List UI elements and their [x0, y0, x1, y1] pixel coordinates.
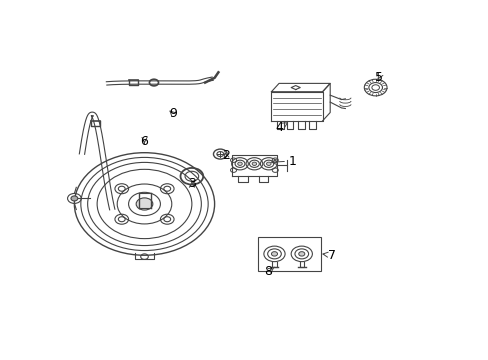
Text: 9: 9 — [169, 107, 177, 120]
Text: 3: 3 — [187, 177, 195, 190]
Text: 8: 8 — [263, 265, 274, 278]
Circle shape — [71, 196, 78, 201]
Text: 6: 6 — [140, 135, 148, 148]
Circle shape — [266, 162, 270, 166]
Text: 7: 7 — [322, 249, 336, 262]
Circle shape — [237, 162, 242, 166]
Bar — [258, 237, 320, 270]
Circle shape — [252, 162, 256, 166]
Text: 5: 5 — [374, 71, 382, 84]
Text: 2: 2 — [222, 149, 229, 162]
Circle shape — [271, 252, 277, 256]
Text: 1: 1 — [271, 154, 296, 167]
Circle shape — [298, 252, 304, 256]
Circle shape — [136, 198, 153, 210]
Text: 4: 4 — [275, 121, 287, 134]
